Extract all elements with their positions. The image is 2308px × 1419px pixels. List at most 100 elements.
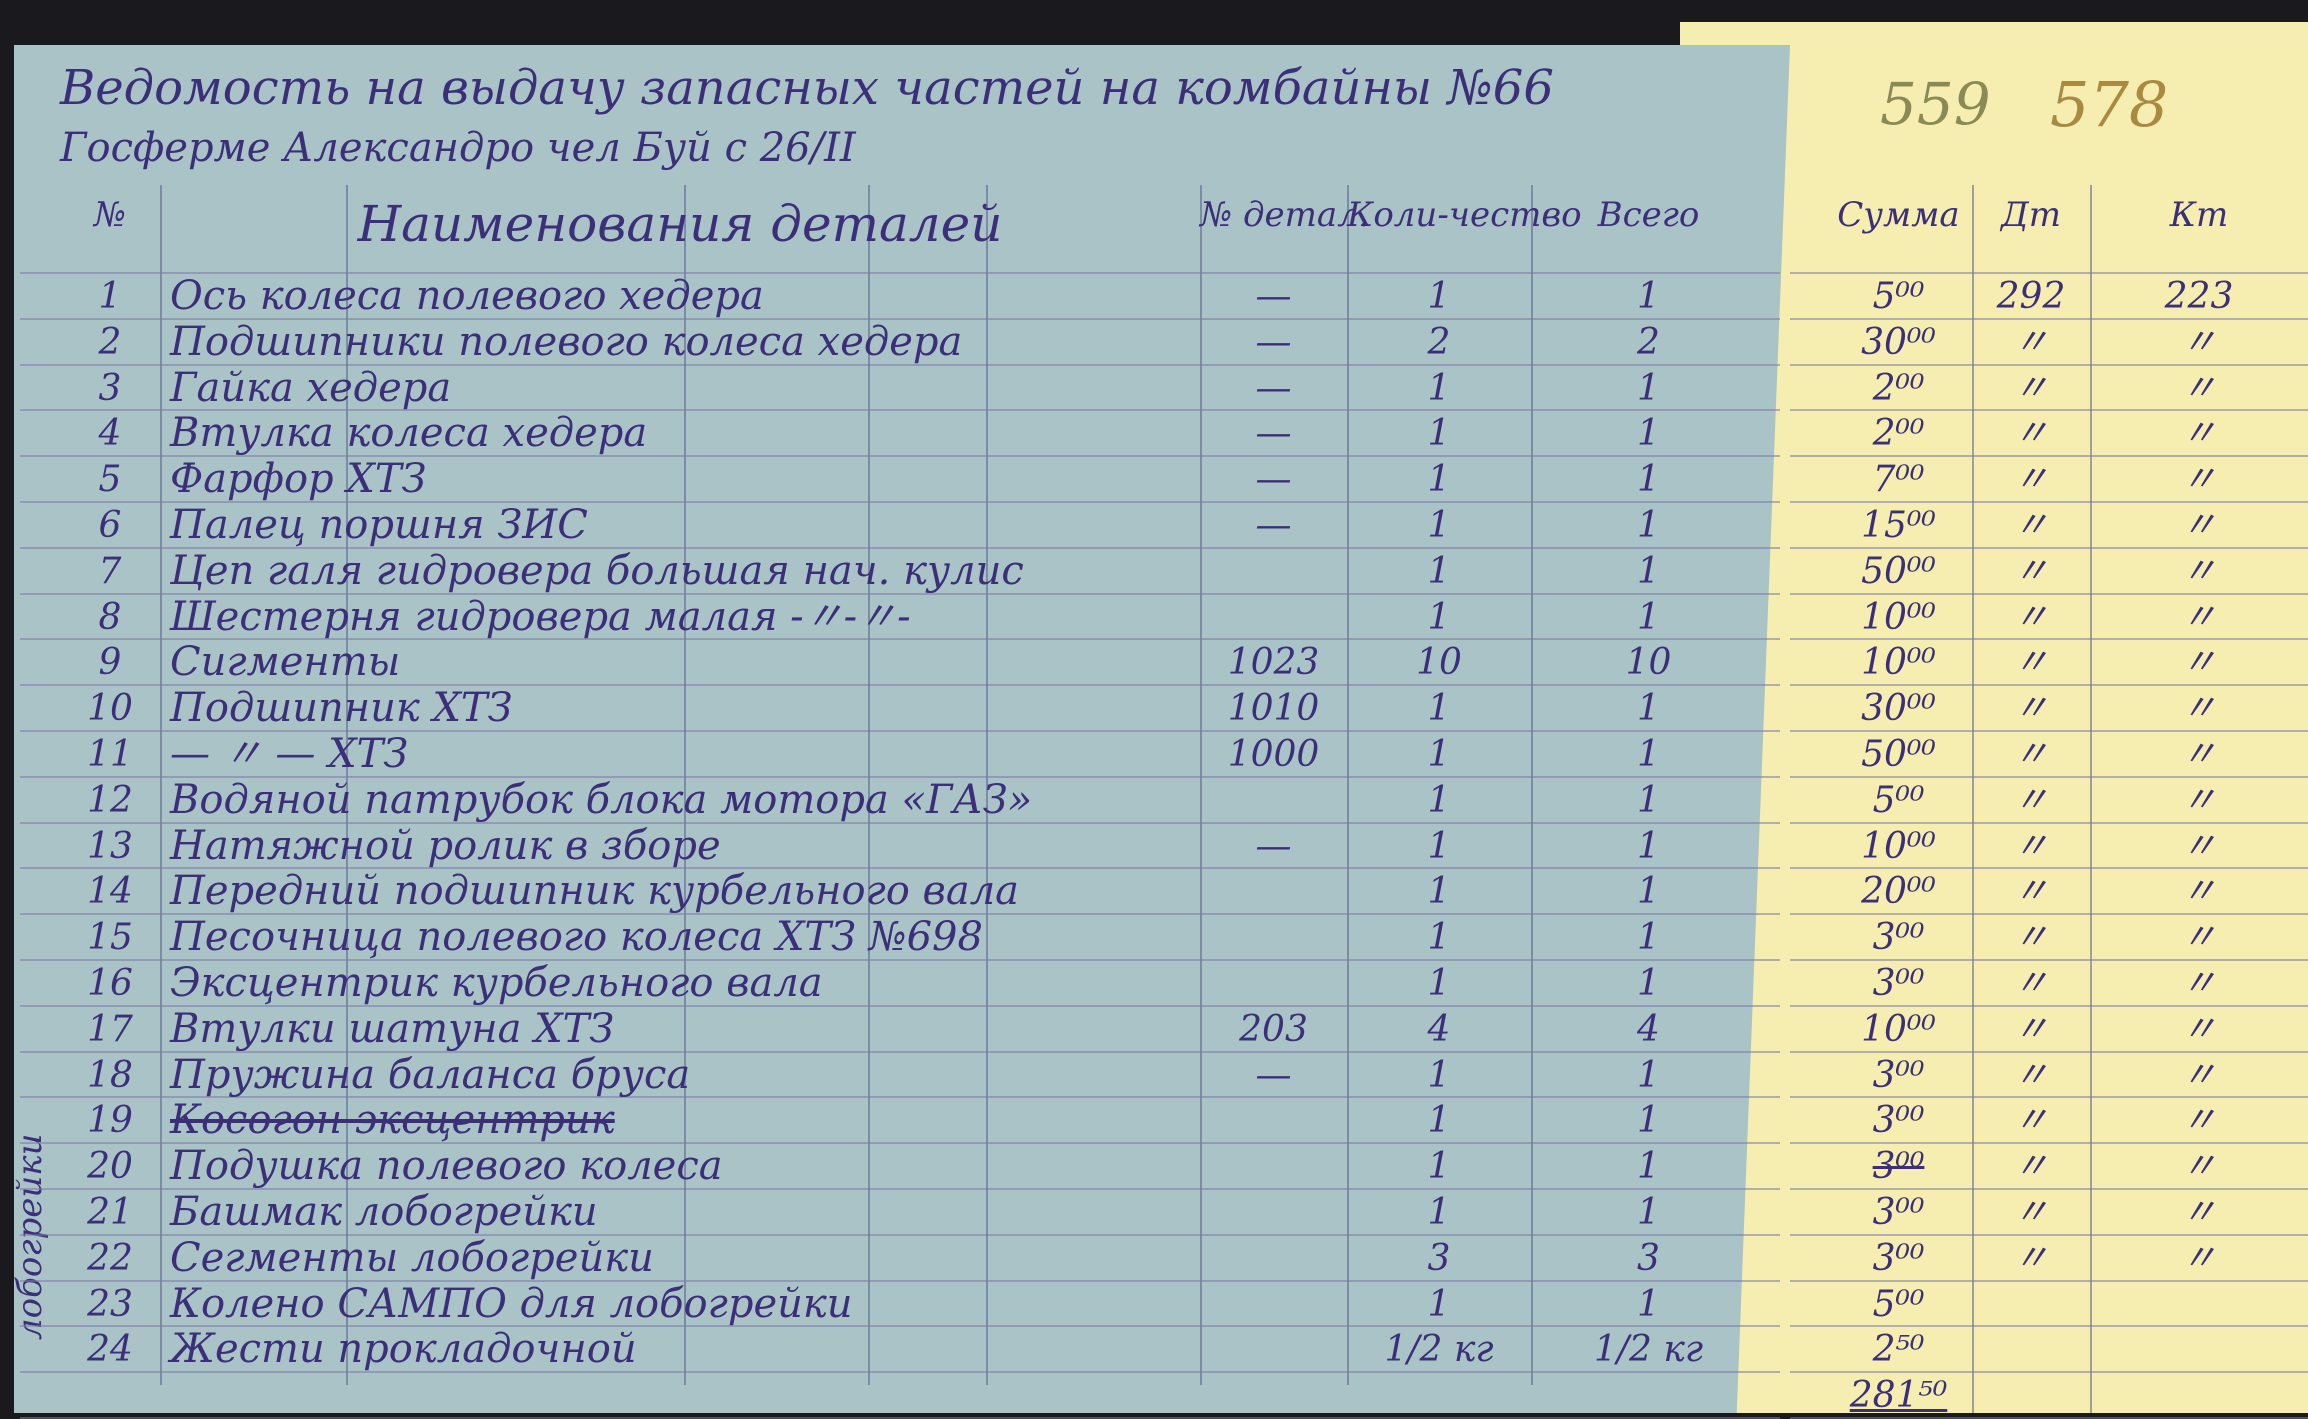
cell: 7 — [98, 550, 122, 592]
cell: 〃 — [2012, 642, 2049, 684]
row-rule — [20, 1096, 1780, 1099]
cell: 10 — [1416, 642, 1462, 684]
cell: 〃 — [2012, 688, 2049, 730]
column-rule — [868, 185, 870, 1385]
cell: 〃 — [2180, 550, 2217, 592]
row-rule — [1790, 1233, 2308, 1236]
yellow-sheet — [1680, 22, 2308, 1413]
cell: 〃 — [2012, 917, 2049, 959]
row-rule — [1790, 1142, 2308, 1145]
row-rule — [1790, 684, 2308, 687]
cell: 1 — [1427, 871, 1451, 913]
cell: 〃 — [2180, 1237, 2217, 1279]
cell: 20 — [87, 1146, 133, 1188]
cell: 1000 — [1227, 734, 1320, 775]
column-rule — [2090, 185, 2092, 1413]
row-rule — [20, 455, 1780, 458]
row-rule — [1790, 867, 2308, 870]
cell: 〃 — [2180, 779, 2217, 821]
row-rule — [20, 638, 1780, 641]
cell: 2⁰⁰ — [1872, 367, 1925, 409]
row-rule — [1790, 959, 2308, 961]
cell: 1/2 кг — [1384, 1329, 1494, 1371]
sheet-number: 559 — [1880, 70, 1991, 138]
row-rule — [1790, 730, 2308, 732]
cell: Цеп галя гидровера большая нач. кулис — [170, 547, 1024, 594]
cell: 14 — [87, 871, 133, 913]
cell: 〃 — [2012, 779, 2049, 821]
cell: 4 — [1637, 1008, 1660, 1050]
cell: 203 — [1239, 1008, 1308, 1050]
column-header: Кт — [2169, 195, 2229, 235]
cell: 1/2 кг — [1593, 1329, 1704, 1371]
title: Ведомость на выдачу запасных частей на к… — [60, 60, 1554, 116]
cell: — — [1255, 413, 1292, 455]
cell: 〃 — [2180, 688, 2217, 730]
cell: 〃 — [2180, 321, 2217, 363]
cell: 3⁰⁰ — [1872, 1100, 1925, 1142]
cell: 3 — [1427, 1237, 1451, 1279]
cell: 24 — [87, 1329, 133, 1371]
cell: 〃 — [2180, 1192, 2217, 1233]
cell: — — [1255, 321, 1292, 363]
cell: 1 — [1637, 1146, 1660, 1188]
cell: 〃 — [2012, 1100, 2049, 1142]
cell: 4 — [98, 413, 122, 455]
cell: 2 — [98, 321, 122, 363]
cell: — — [1255, 367, 1292, 409]
cell: — — [1255, 825, 1292, 867]
cell: Песочница полевого колеса ХТЗ №698 — [170, 914, 983, 961]
cell: 〃 — [2180, 1146, 2217, 1188]
cell: 1 — [1637, 1283, 1660, 1325]
cell: 〃 — [2180, 963, 2217, 1004]
cell: 17 — [87, 1008, 133, 1050]
cell: 1 — [1637, 1192, 1660, 1233]
cell: 30⁰⁰ — [1861, 688, 1936, 730]
column-header: Коли-чество — [1347, 195, 1582, 235]
cell: 1 — [1427, 1192, 1451, 1233]
row-rule — [20, 1325, 1780, 1328]
row-rule — [1790, 1004, 2308, 1007]
row-rule — [20, 1142, 1780, 1145]
cell: 4 — [1427, 1008, 1451, 1050]
cell: Передний подшипник курбельного вала — [170, 868, 1020, 915]
cell: 〃 — [2012, 413, 2049, 455]
cell: 50⁰⁰ — [1861, 550, 1936, 592]
cell: 5⁰⁰ — [1872, 779, 1925, 821]
column-header: № — [93, 195, 127, 235]
cell: 3⁰⁰ — [1872, 1237, 1925, 1279]
cell: 1 — [1427, 1100, 1451, 1142]
row-rule — [1790, 1050, 2308, 1053]
cell: 1 — [1637, 550, 1660, 592]
row-rule — [1790, 501, 2308, 503]
cell: 2⁵⁰ — [1872, 1329, 1925, 1371]
cell: 3⁰⁰ — [1872, 963, 1925, 1004]
cell: 〃 — [2012, 1054, 2049, 1096]
cell: Колено САМПО для лобогрейки — [170, 1280, 853, 1327]
row-rule — [20, 592, 1780, 595]
cell: 1 — [1637, 825, 1660, 867]
row-rule — [1790, 455, 2308, 458]
cell: 30⁰⁰ — [1861, 321, 1936, 363]
cell: 10⁰⁰ — [1861, 596, 1936, 638]
cell: Ось колеса полевого хедера — [170, 273, 764, 319]
cell: 1 — [1427, 1054, 1451, 1096]
cell: 〃 — [2180, 1100, 2217, 1142]
cell: 11 — [87, 734, 133, 775]
cell: 1 — [1637, 917, 1660, 959]
row-rule — [20, 1233, 1780, 1236]
row-rule — [20, 546, 1780, 549]
cell: 〃 — [2012, 734, 2049, 775]
cell: 3 — [1637, 1237, 1660, 1279]
row-rule — [1790, 546, 2308, 549]
row-rule — [20, 272, 1780, 274]
side-note: лобогрейки — [10, 1133, 50, 1340]
cell: 15⁰⁰ — [1861, 505, 1936, 546]
row-rule — [1790, 272, 2308, 274]
column-header: № детал. — [1200, 195, 1370, 235]
row-rule — [20, 501, 1780, 503]
cell: 1 — [1427, 917, 1451, 959]
cell: Эксцентрик курбельного вала — [170, 960, 823, 1006]
cell: 〃 — [2012, 825, 2049, 867]
cell: 2 — [1427, 321, 1451, 363]
